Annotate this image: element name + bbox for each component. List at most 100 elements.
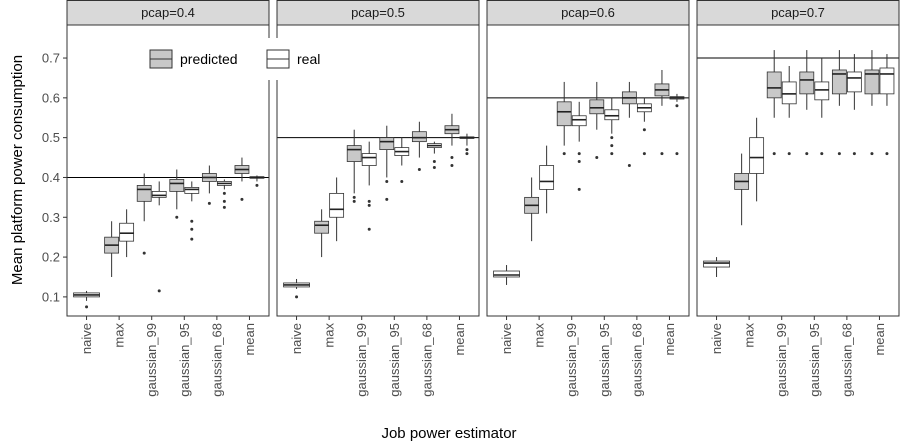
outlier <box>837 152 841 156</box>
x-tick-label: mean <box>242 323 257 356</box>
outlier <box>240 197 244 201</box>
x-tick-label: mean <box>452 323 467 356</box>
outlier <box>367 227 371 231</box>
outlier <box>562 152 566 156</box>
outlier <box>432 160 436 164</box>
x-tick-label: max <box>322 323 337 348</box>
panel <box>487 25 689 316</box>
outlier <box>577 160 581 164</box>
x-tick-label: max <box>532 323 547 348</box>
outlier <box>385 179 389 183</box>
outlier <box>190 219 194 223</box>
box <box>539 165 555 190</box>
outlier <box>627 164 631 168</box>
outlier <box>222 191 226 195</box>
box <box>493 270 520 278</box>
x-tick-label: gaussian_99 <box>354 323 369 397</box>
outlier <box>675 152 679 156</box>
box <box>119 222 135 242</box>
y-tick-label: 0.2 <box>42 250 60 265</box>
box <box>831 69 847 95</box>
facet-title: pcap=0.4 <box>141 5 195 20</box>
y-tick-label: 0.6 <box>42 90 60 105</box>
outlier <box>450 164 454 168</box>
legend: predicted real <box>127 38 340 80</box>
x-tick-label: gaussian_99 <box>564 323 579 397</box>
box <box>781 81 797 105</box>
outlier <box>142 251 146 255</box>
outlier <box>787 152 791 156</box>
panel-border <box>66 24 270 317</box>
x-axis-title: Job power estimator <box>381 425 516 442</box>
panel-border <box>276 24 480 317</box>
facet-strip <box>486 0 690 26</box>
x-tick-label: max <box>742 323 757 348</box>
outlier <box>610 144 614 148</box>
box <box>814 81 830 101</box>
outlier <box>190 227 194 231</box>
panel-border <box>486 24 690 317</box>
box <box>136 185 152 202</box>
outlier <box>660 152 664 156</box>
outlier <box>367 199 371 203</box>
x-tick-label: mean <box>872 323 887 356</box>
box <box>604 109 620 121</box>
outlier <box>367 203 371 207</box>
box <box>879 67 895 95</box>
box <box>184 187 200 194</box>
facet-title: pcap=0.6 <box>561 5 615 20</box>
box <box>411 131 427 143</box>
box <box>766 71 782 99</box>
outlier <box>207 201 211 205</box>
box <box>314 220 330 234</box>
x-tick-label: gaussian_99 <box>774 323 789 397</box>
outlier <box>642 128 646 132</box>
x-tick-label: gaussian_95 <box>807 323 822 397</box>
box <box>346 145 362 162</box>
y-tick-label: 0.3 <box>42 210 60 225</box>
x-tick-label: naive <box>289 323 304 354</box>
x-tick-label: naive <box>709 323 724 354</box>
outlier <box>465 148 469 152</box>
outlier <box>222 205 226 209</box>
outlier <box>85 305 89 309</box>
outlier <box>885 152 889 156</box>
outlier <box>222 199 226 203</box>
outlier <box>417 168 421 172</box>
box <box>556 101 572 127</box>
outlier <box>610 152 614 156</box>
legend-label: real <box>297 51 320 67</box>
box <box>329 192 345 218</box>
x-tick-label: gaussian_68 <box>209 323 224 397</box>
outlier <box>577 187 581 191</box>
x-tick-label: gaussian_95 <box>387 323 402 397</box>
outlier <box>352 195 356 199</box>
x-tick-label: gaussian_68 <box>419 323 434 397</box>
box <box>571 115 587 127</box>
box <box>361 153 377 166</box>
outlier <box>175 215 179 219</box>
x-tick-label: mean <box>662 323 677 356</box>
outlier <box>870 152 874 156</box>
outlier <box>450 156 454 160</box>
outlier <box>805 152 809 156</box>
y-tick-label: 0.5 <box>42 130 60 145</box>
outlier <box>432 166 436 170</box>
x-tick-label: gaussian_68 <box>629 323 644 397</box>
facet-title: pcap=0.5 <box>351 5 405 20</box>
x-tick-label: naive <box>499 323 514 354</box>
box <box>169 179 185 192</box>
y-tick-label: 0.7 <box>42 51 60 66</box>
outlier <box>465 152 469 156</box>
y-tick-label: 0.1 <box>42 289 60 304</box>
outlier <box>577 152 581 156</box>
box <box>799 71 815 95</box>
box <box>703 260 730 268</box>
y-tick-label: 0.4 <box>42 170 60 185</box>
outlier <box>295 295 299 299</box>
outlier <box>772 152 776 156</box>
x-tick-label: gaussian_99 <box>144 323 159 397</box>
box <box>749 137 765 174</box>
outlier <box>157 289 161 293</box>
